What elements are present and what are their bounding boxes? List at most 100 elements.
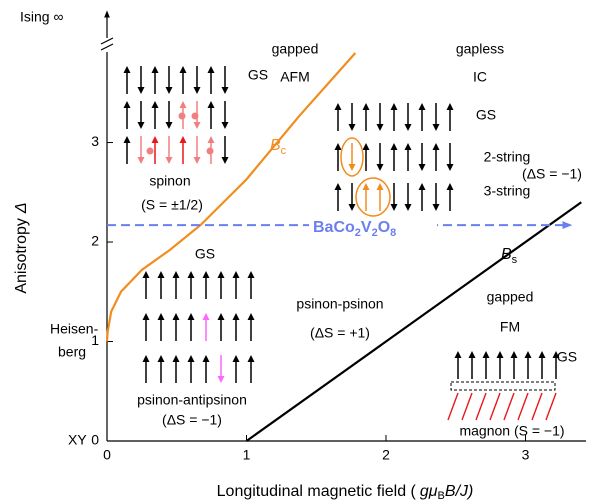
spin-arrow-head — [232, 313, 240, 320]
magnon-arrow — [447, 392, 459, 421]
magnon-arrow — [503, 392, 515, 421]
spin-arrow-head — [165, 122, 173, 129]
y-axis-label-part: Anisotropy — [13, 218, 30, 294]
annotation: spinon — [149, 173, 190, 189]
annotation: psinon-psinon — [296, 296, 383, 312]
spin-arrow-head — [165, 87, 173, 94]
spin-arrow-head — [207, 66, 215, 73]
spin-arrow-head — [482, 351, 490, 358]
x-tick-label: 1 — [243, 447, 251, 463]
spinon-dot — [146, 147, 154, 155]
x-axis-label-part: B/J) — [445, 483, 473, 500]
spinon-dot — [206, 147, 214, 155]
label-bg — [309, 216, 437, 242]
spin-arrow-head — [232, 271, 240, 278]
annotation: GS — [557, 349, 577, 365]
spin-arrow-head — [193, 87, 201, 94]
spin-arrow-head — [390, 103, 398, 110]
series-label-part: B — [501, 246, 512, 263]
y-axis-label-part: Δ — [13, 202, 30, 214]
spin-arrow-head — [221, 87, 229, 94]
series-label: Bs — [501, 246, 518, 266]
annotation: gapless — [456, 41, 504, 57]
spin-arrow-head — [151, 101, 159, 108]
spin-arrow-head — [187, 271, 195, 278]
axis-break — [100, 37, 114, 45]
string-ring — [355, 177, 391, 217]
y-extra-label: XY — [68, 432, 87, 448]
series-label-part: O — [378, 219, 390, 236]
spin-arrow-head — [390, 143, 398, 150]
spin-arrow-head — [179, 101, 187, 108]
axis-break — [100, 43, 114, 51]
spin-arrow-head — [137, 122, 145, 129]
spin-arrow-head — [217, 271, 225, 278]
magnon-arrow — [461, 392, 473, 421]
spin-arrow-head — [418, 183, 426, 190]
x-axis-label-part: B — [438, 490, 445, 502]
spin-arrow-head — [334, 183, 342, 190]
spin-arrow-head — [221, 122, 229, 129]
magnon-arrow — [489, 392, 501, 421]
spin-arrow-head — [468, 351, 476, 358]
spin-arrow-head — [123, 66, 131, 73]
spin-arrow-head — [165, 157, 173, 164]
spin-arrow-head — [446, 164, 454, 171]
spin-arrow-head — [157, 313, 165, 320]
spin-arrow-head — [552, 351, 560, 358]
annotation: (ΔS = +1) — [310, 325, 370, 341]
annotation: gapped — [272, 41, 319, 57]
spin-arrow-head — [123, 136, 131, 143]
series-line — [245, 201, 582, 442]
spin-arrow-head — [496, 351, 504, 358]
y-extra-label: berg — [58, 344, 86, 360]
spin-arrow-head — [362, 103, 370, 110]
series-label: Bc — [270, 137, 287, 157]
annotation: (S = ±1/2) — [141, 197, 203, 213]
spin-arrow-head — [446, 103, 454, 110]
spin-arrow-head — [123, 101, 131, 108]
series-label-part: 2 — [372, 227, 378, 239]
spin-arrow-head — [348, 164, 356, 171]
annotation: GS — [248, 67, 268, 83]
y-extra-label: Heisen- — [50, 321, 99, 337]
y-axis-label: Anisotropy Δ — [13, 202, 30, 293]
spin-arrow-head — [432, 143, 440, 150]
spin-arrow-head — [142, 271, 150, 278]
series-label-part: c — [281, 145, 287, 157]
spin-arrow-head — [510, 351, 518, 358]
spin-arrow-head — [348, 124, 356, 131]
spin-arrow-head — [172, 271, 180, 278]
x-axis-label-part: gμ — [420, 483, 438, 500]
spin-arrow-head — [202, 271, 210, 278]
magnon-band — [450, 381, 556, 391]
annotation: FM — [500, 319, 520, 335]
series-label-part: BaCo — [313, 219, 355, 236]
spinon-dot — [191, 112, 199, 120]
spin-arrow-head — [432, 204, 440, 211]
annotation: (ΔS = −1) — [162, 412, 222, 428]
spin-arrow-head — [157, 271, 165, 278]
annotation: IC — [473, 69, 487, 85]
series-label-part: 2 — [355, 227, 361, 239]
annotation: gapped — [487, 289, 534, 305]
spin-arrow-head — [404, 143, 412, 150]
spin-arrow-head — [390, 204, 398, 211]
spin-arrow-head — [207, 101, 215, 108]
x-tick-label: 2 — [382, 447, 390, 463]
spin-arrow-head — [137, 157, 145, 164]
spin-arrow-head — [217, 376, 225, 383]
spin-arrow-head — [202, 355, 210, 362]
magnon-arrow — [475, 392, 487, 421]
spin-arrow-head — [404, 124, 412, 131]
spin-arrow-head — [187, 355, 195, 362]
magnon-arrow — [517, 392, 529, 421]
y-tick-label: 2 — [91, 233, 99, 249]
spin-arrow-head — [376, 164, 384, 171]
spin-arrow-head — [157, 355, 165, 362]
x-tick-label: 3 — [522, 447, 530, 463]
spin-arrow-head — [432, 124, 440, 131]
x-tick-label: 0 — [103, 447, 111, 463]
spin-arrow-head — [376, 183, 384, 190]
spin-arrow-head — [418, 103, 426, 110]
